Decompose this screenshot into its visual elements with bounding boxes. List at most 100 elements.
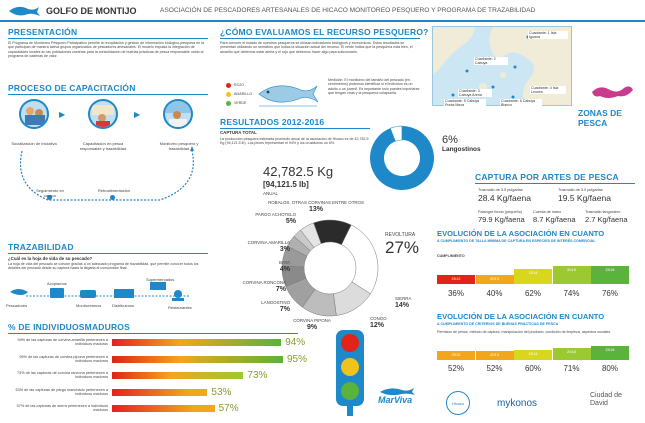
donut-label: ROBALOS, OTRAS CORVINAS ENTRE OTROS	[268, 200, 364, 205]
donut-slice	[300, 222, 322, 248]
individuos-row-bar	[112, 355, 283, 363]
artes-item-value: 28.4 Kg/faena	[478, 193, 531, 203]
practicas-subheading: A CUMPLIMIENTO DE CRITERIOS DE BUENAS PR…	[437, 322, 559, 326]
talla-bar: 2014	[514, 269, 552, 284]
capacitacion-step-3: Monitoreo pesquero y trazabilidad	[159, 141, 199, 151]
individuos-row-text: 57% de las capturas de sierra pertenecen…	[16, 404, 108, 413]
capacitacion-dot-1	[47, 195, 52, 200]
trazabilidad-chain-5: Restaurantes	[168, 305, 192, 310]
header-title: GOLFO DE MONTIJO	[46, 6, 137, 16]
marviva-footer-fish-icon	[380, 388, 415, 396]
trazabilidad-chain-1: Acopiamos	[47, 281, 67, 286]
capacitacion-arrow-2: ▶	[134, 110, 141, 119]
evaluamos-medicion: Medición: El monitoreo del tamaño del pe…	[328, 78, 420, 96]
donut-value: 3%	[280, 246, 291, 253]
individuos-row-bar	[112, 372, 244, 379]
talla-bar: 2016	[591, 266, 629, 284]
donut-value: 7%	[280, 306, 291, 313]
trazabilidad-heading: TRAZABILIDAD	[8, 242, 74, 252]
catch-donut: 94%	[370, 125, 434, 190]
capacitacion-arc	[19, 146, 194, 201]
donut-label: SIERRA	[395, 296, 411, 301]
resultados-heading: RESULTADOS 2012-2016	[220, 117, 325, 127]
donut-label: REVOLTURA	[385, 232, 416, 238]
individuos-row-pct: 57%	[218, 403, 239, 414]
donut-label: PARGO ACHOTELO	[255, 212, 296, 217]
individuos-row-bar	[112, 339, 282, 346]
map-label-6: Cuadrante: 6 Cabuya Blanco	[500, 99, 542, 107]
practicas-pct: 80%	[601, 364, 618, 373]
traffic-light-icon	[332, 328, 368, 418]
practicas-bar: 2015	[552, 347, 591, 360]
presentacion-divider	[8, 38, 208, 39]
talla-pct: 62%	[524, 289, 541, 298]
capacitacion-lower-2: Retroalimentación	[97, 188, 131, 193]
individuos-row-pct: 95%	[287, 353, 308, 365]
semaforo-legend: ROJO AMARILLO VERDE	[226, 82, 296, 114]
individuos-row-text: 53% de las capturas de pargo manchado pe…	[15, 387, 108, 396]
capacitacion-photo-2	[88, 99, 118, 129]
practicas-text: Permisos de pesca, método de captura, ma…	[437, 330, 612, 334]
header-subtitle: ASOCIACIÓN DE PESCADORES ARTESANALES DE …	[160, 7, 536, 14]
map-label-1: Cuadrante: 1 Isla Iguana	[528, 31, 568, 39]
donut-slice-peces	[370, 126, 434, 190]
trazabilidad-question: ¿Cuál es la hoja de vida de su pescado?	[8, 256, 93, 261]
practicas-pct: 52%	[447, 364, 464, 373]
fish-icon	[258, 85, 319, 107]
evaluamos-text: Para conocer el estado de nuestros pesqu…	[220, 41, 413, 54]
donut-value: 7%	[276, 286, 287, 293]
talla-pct: 76%	[601, 289, 618, 298]
artes-item-value: 8.7 Kg/faena	[533, 215, 576, 224]
individuos-row-text: 94% de las capturas de corvina amarilla …	[17, 338, 108, 347]
legend-amarillo: AMARILLO	[234, 92, 253, 97]
panama-mini-map-icon	[592, 86, 633, 98]
donut-label: CORVINA RONCONA	[243, 280, 286, 285]
resultados-pct-langostinos: 6%	[442, 134, 458, 146]
capacitacion-step-2: Capacitación en pesca responsable y traz…	[79, 141, 127, 151]
individuos-row-text: 95% de las capturas de corvina pipona pe…	[19, 354, 108, 363]
practicas-pct: 71%	[563, 364, 580, 373]
trazabilidad-chain-2: Monitoreamos	[76, 303, 102, 308]
practicas-bar: 2012	[437, 350, 475, 360]
donut-slice	[341, 224, 379, 295]
donut-value: 14%	[395, 302, 410, 309]
donut-label: CORVINA PIPONA	[293, 318, 331, 323]
artes-item-value: 79.9 Kg/faena	[478, 215, 525, 224]
trazabilidad-chain	[0, 276, 215, 320]
footer-logo-hicaco: Hicaco	[446, 391, 470, 415]
map-label-2: Cuadrante: 2 Cabuya	[474, 57, 508, 65]
resultados-lb: [94,121.5 lb]	[263, 180, 309, 189]
map-label-4: Cuadrante: 4 Isla Leones	[530, 86, 566, 94]
practicas-heading: EVOLUCIÓN DE LA ASOCIACIÓN EN CUANTO	[437, 312, 605, 321]
donut-label: BAYA	[279, 260, 290, 265]
capacitacion-arrow-1: ▶	[59, 110, 66, 119]
artes-item-value: 19.5 Kg/faena	[558, 193, 611, 203]
evaluamos-heading: ¿CÓMO EVALUAMOS EL RECURSO PESQUERO?	[220, 27, 429, 37]
map	[432, 26, 572, 106]
donut-label: CONGO	[370, 316, 387, 321]
resultados-kg: 42,782.5 Kg	[263, 164, 334, 179]
capacitacion-photo-1	[19, 99, 49, 129]
yellow-dot-icon	[226, 92, 231, 97]
capacitacion-divider	[8, 94, 208, 95]
practicas-bar: 2014	[514, 349, 552, 360]
practicas-pct: 60%	[524, 364, 541, 373]
talla-bar: 2015	[552, 266, 591, 284]
donut-value: 27%	[385, 238, 419, 257]
header: GOLFO DE MONTIJO ASOCIACIÓN DE PESCADORE…	[0, 0, 645, 22]
artes-item-value: 2.7 Kg/faena	[585, 215, 628, 224]
footer-logo-ciudad-david: Ciudad de David	[590, 392, 622, 407]
talla-bar: 2012	[437, 275, 475, 284]
trazabilidad-text: La hoja de vida del pescado se conoce gr…	[8, 262, 199, 271]
donut-value: 13%	[309, 206, 324, 213]
resultados-text: La producción pesquera estimada promedio…	[220, 137, 369, 146]
practicas-pct: 52%	[486, 364, 503, 373]
trazabilidad-divider	[8, 253, 208, 254]
donut-pct-peces: 94%	[391, 153, 413, 165]
presentacion-text: El Programa de Monitoreo Pesquero Partic…	[8, 41, 204, 59]
capacitacion-photo-3	[163, 99, 193, 129]
resultados-langostinos: Langostinos	[442, 146, 481, 153]
individuos-divider	[8, 333, 298, 334]
capacitacion-dot-2	[110, 195, 115, 200]
presentacion-heading: PRESENTACIÓN	[8, 27, 78, 37]
